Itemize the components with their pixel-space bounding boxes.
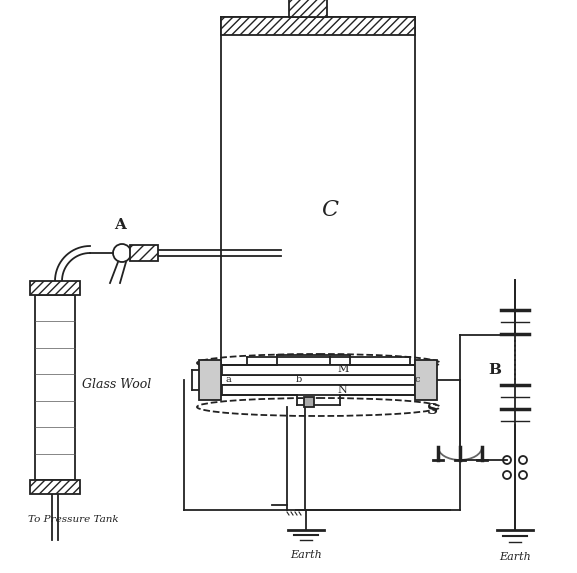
Bar (415, 360, 437, 400)
Bar (222, 365, 415, 375)
Bar (130, 245, 158, 261)
Bar (304, 397, 313, 407)
Bar (30, 480, 80, 494)
Text: Earth: Earth (290, 550, 322, 560)
Text: Earth: Earth (499, 552, 531, 562)
Text: a: a (225, 375, 231, 384)
Text: Glass Wool: Glass Wool (82, 379, 151, 391)
Text: A: A (114, 218, 126, 232)
Text: M: M (337, 364, 349, 374)
Text: c: c (414, 375, 420, 384)
Text: N: N (337, 385, 347, 395)
Text: B: B (489, 363, 501, 377)
Bar (221, 17, 415, 35)
Bar (219, 365, 418, 375)
Text: C: C (321, 199, 339, 221)
Bar (222, 385, 415, 395)
Bar (289, 0, 327, 17)
Text: To Pressure Tank: To Pressure Tank (28, 516, 119, 524)
Bar (30, 281, 80, 295)
Bar (35, 295, 75, 480)
Text: S: S (426, 403, 437, 417)
Text: b: b (295, 375, 302, 384)
Bar (199, 360, 221, 400)
